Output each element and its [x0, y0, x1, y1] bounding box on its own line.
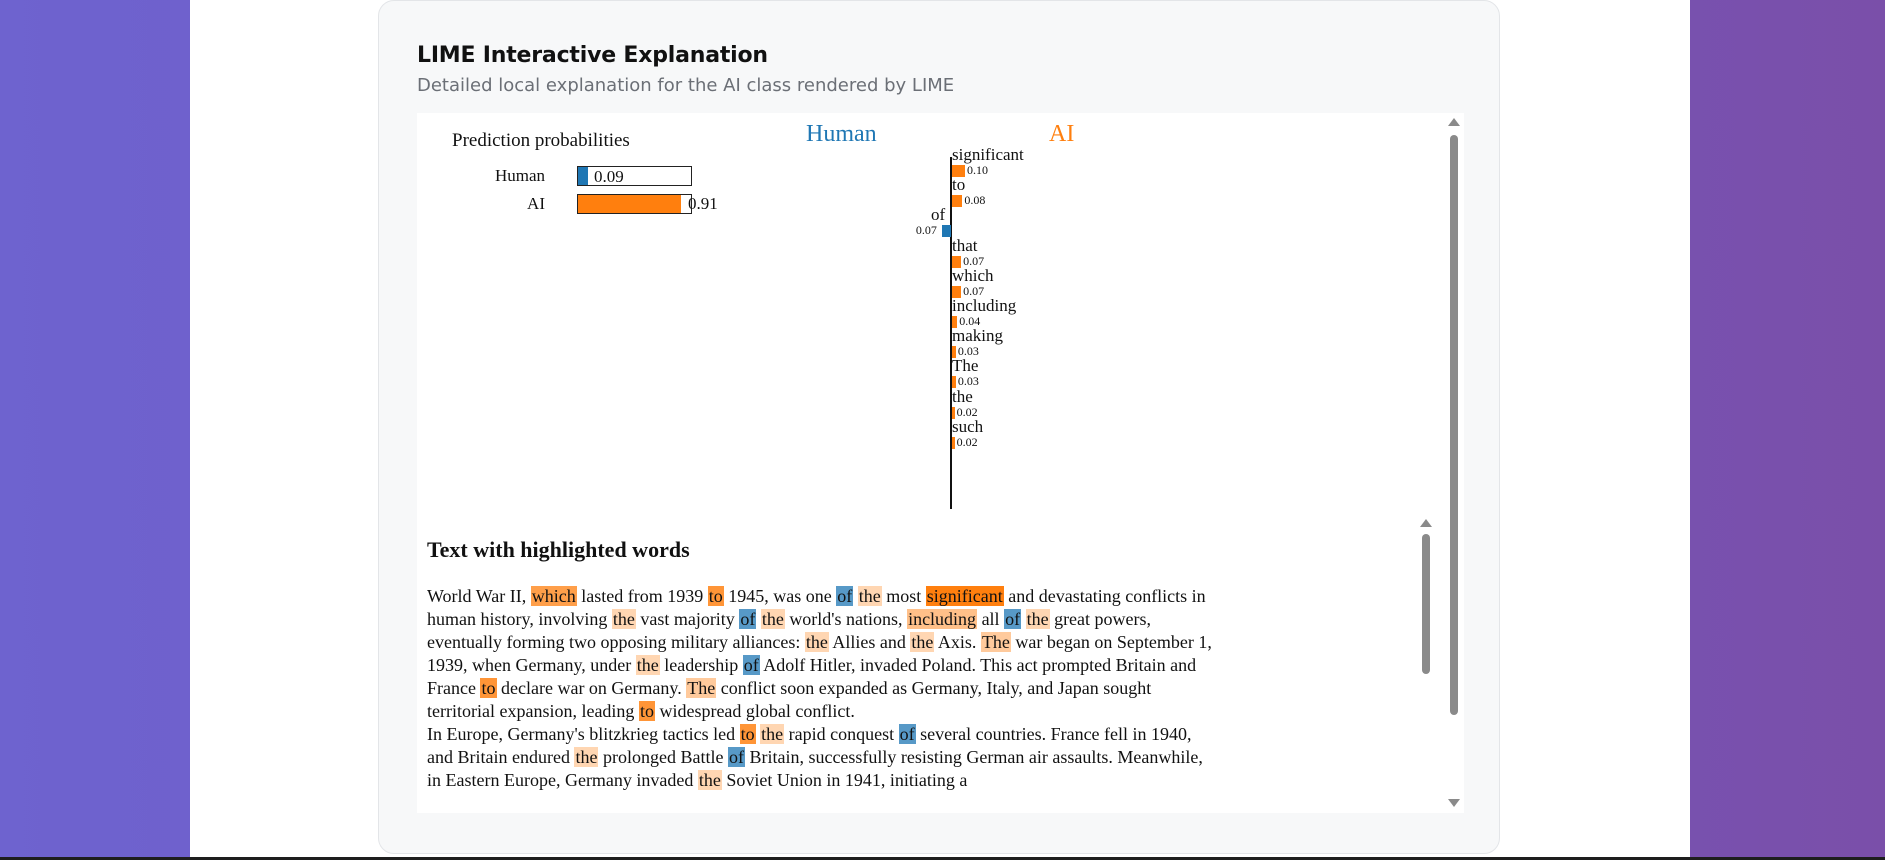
- prob-fill-ai: [578, 195, 681, 213]
- inner-scrollbar[interactable]: [1419, 517, 1433, 813]
- highlighted-word: significant: [925, 586, 1004, 606]
- feature-bar: [952, 436, 955, 449]
- highlighted-word: the: [1025, 609, 1050, 629]
- highlighted-word: of: [898, 724, 916, 744]
- feature-word: such: [952, 416, 984, 436]
- highlighted-word: to: [739, 724, 756, 744]
- feature-bar: [952, 346, 956, 359]
- feature-value: 0.07: [963, 253, 985, 268]
- taskbar-edge: [0, 857, 1885, 860]
- highlighted-word: The: [686, 678, 717, 698]
- feature-value: 0.03: [957, 344, 979, 359]
- card-subtitle: Detailed local explanation for the AI cl…: [417, 75, 955, 96]
- highlighted-word: including: [907, 609, 978, 629]
- feature-value: 0.07: [915, 223, 937, 238]
- highlighted-word: of: [739, 609, 757, 629]
- feature-bar: [952, 165, 965, 177]
- highlighted-text: World War II, which lasted from 1939 to …: [427, 585, 1217, 792]
- highlighted-word: to: [707, 586, 724, 606]
- feature-value: 0.10: [967, 163, 988, 177]
- feature-word: to: [952, 175, 966, 195]
- highlighted-word: the: [804, 632, 829, 652]
- highlighted-word: the: [857, 586, 882, 606]
- highlighted-word: the: [760, 609, 785, 629]
- inner-scroll-up-icon[interactable]: [1420, 519, 1432, 527]
- explanation-card: LIME Interactive Explanation Detailed lo…: [378, 0, 1500, 854]
- feature-value: 0.08: [964, 193, 986, 208]
- highlighted-word: to: [480, 678, 497, 698]
- outer-scroll-down-icon[interactable]: [1448, 799, 1460, 807]
- prob-value-ai: 0.91: [688, 194, 718, 213]
- highlighted-word: of: [727, 747, 745, 767]
- feature-word: significant: [952, 145, 1024, 164]
- feature-word: that: [952, 235, 978, 255]
- highlighted-word: the: [760, 724, 785, 744]
- feature-bar: [952, 285, 962, 298]
- feature-bar: [952, 376, 956, 389]
- highlighted-word: of: [1004, 609, 1022, 629]
- card-title: LIME Interactive Explanation: [417, 43, 768, 68]
- highlighted-text-title: Text with highlighted words: [427, 537, 690, 562]
- feature-value: 0.07: [963, 283, 985, 298]
- prob-value-human: 0.09: [594, 167, 624, 186]
- feature-value: 0.03: [957, 374, 979, 389]
- highlighted-word: the: [910, 632, 935, 652]
- class-label-human: Human: [806, 121, 877, 147]
- text-paragraph: World War II, which lasted from 1939 to …: [427, 586, 1212, 721]
- feature-bar: [941, 225, 951, 238]
- feature-word: of: [931, 205, 946, 225]
- feature-word: The: [952, 356, 979, 376]
- outer-scrollbar[interactable]: [1447, 113, 1461, 813]
- prediction-probabilities-title: Prediction probabilities: [452, 130, 630, 151]
- feature-bar: [952, 195, 963, 208]
- highlighted-word: the: [697, 770, 722, 790]
- lime-frame: Prediction probabilities Human 0.09 AI 0…: [417, 113, 1464, 813]
- feature-word: which: [952, 265, 994, 285]
- class-label-ai: AI: [1049, 121, 1075, 147]
- feature-bar: [952, 255, 962, 268]
- prob-fill-human: [578, 167, 589, 185]
- feature-value: 0.04: [959, 314, 981, 328]
- highlighted-word: The: [980, 632, 1011, 652]
- outer-scrollbar-thumb[interactable]: [1450, 135, 1458, 715]
- feature-value: 0.02: [956, 404, 978, 419]
- prob-label-ai: AI: [527, 194, 545, 213]
- feature-chart-axis: [950, 157, 952, 509]
- feature-bar: [952, 406, 955, 419]
- feature-word: making: [952, 326, 1003, 346]
- prob-label-human: Human: [494, 166, 545, 185]
- feature-bar: [952, 316, 958, 328]
- highlighted-word: the: [611, 609, 636, 629]
- outer-scroll-up-icon[interactable]: [1448, 118, 1460, 126]
- prob-bar-human: 0.09: [577, 166, 692, 186]
- prob-bar-ai: [577, 194, 692, 214]
- text-paragraph: In Europe, Germany's blitzkrieg tactics …: [427, 724, 1203, 790]
- highlighted-word: of: [742, 655, 760, 675]
- feature-word: including: [952, 296, 1017, 315]
- highlighted-word: of: [836, 586, 854, 606]
- inner-scrollbar-thumb[interactable]: [1422, 534, 1430, 674]
- feature-word: the: [952, 386, 973, 406]
- highlighted-word: to: [638, 701, 655, 721]
- feature-value: 0.02: [956, 434, 978, 449]
- highlighted-word: which: [530, 586, 577, 606]
- highlighted-word: the: [574, 747, 599, 767]
- highlighted-word: the: [635, 655, 660, 675]
